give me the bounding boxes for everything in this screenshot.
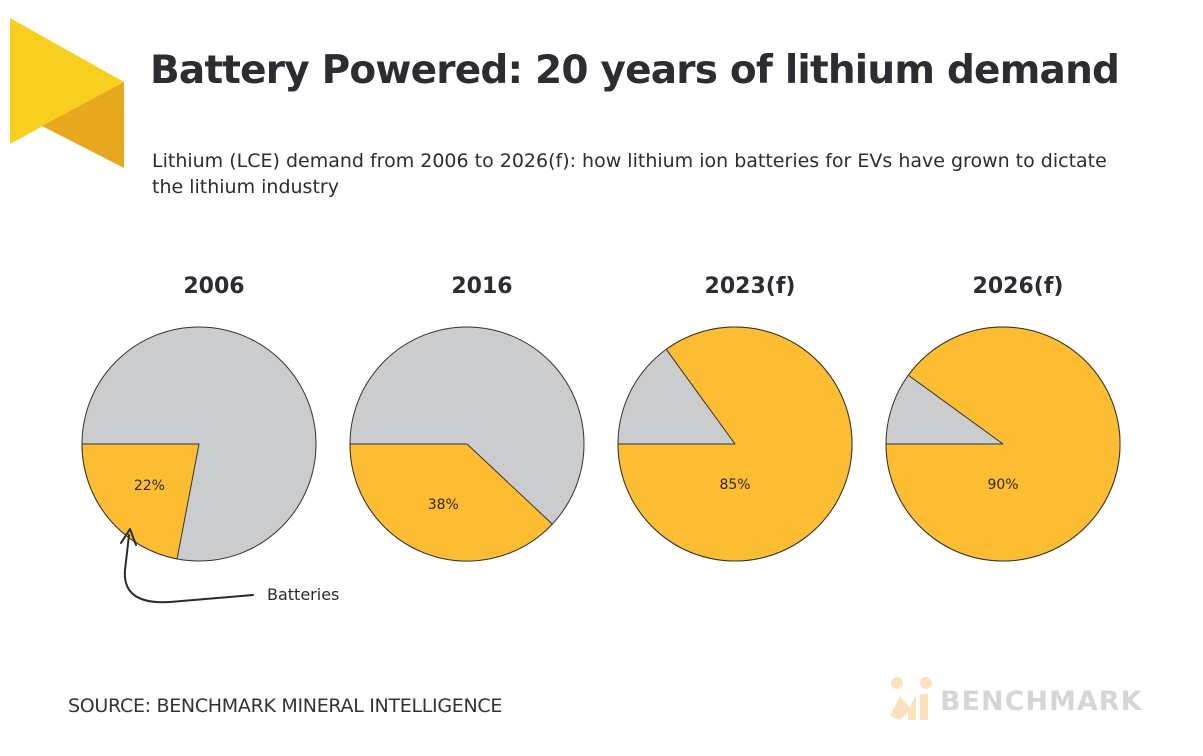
page-subtitle: Lithium (LCE) demand from 2006 to 2026(f… — [152, 150, 1107, 198]
pie-year-label: 2026(f) — [973, 274, 1064, 299]
pie-data-label: 90% — [987, 477, 1018, 493]
pie-year-label: 2006 — [183, 274, 244, 299]
annotation-arrow — [123, 534, 254, 604]
brand-triangle-icon — [10, 18, 124, 168]
pie-slice-batteries — [81, 443, 200, 560]
pie-data-label: 38% — [428, 497, 459, 513]
annotation-label: Batteries — [267, 585, 339, 604]
pie-year-label: 2023(f) — [705, 274, 796, 299]
source-note: SOURCE: BENCHMARK MINERAL INTELLIGENCE — [68, 695, 503, 717]
benchmark-logo: BENCHMARK — [888, 674, 1178, 724]
pie-data-label: 85% — [719, 477, 750, 493]
pie-slice-batteries — [885, 326, 1121, 562]
annotation-arrowhead — [120, 528, 137, 546]
pie-slice-batteries — [617, 326, 853, 562]
page-title: Battery Powered: 20 years of lithium dem… — [150, 48, 1120, 93]
pie-slice-batteries — [349, 443, 553, 562]
pie-year-label: 2016 — [451, 274, 512, 299]
benchmark-logo-icon — [890, 677, 932, 720]
pie-data-label: 22% — [134, 478, 165, 494]
benchmark-logo-text: BENCHMARK — [940, 686, 1143, 717]
